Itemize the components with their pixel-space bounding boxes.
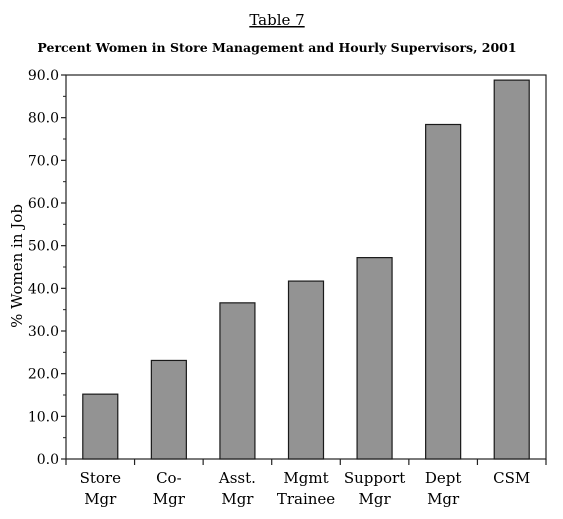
y-tick-label: 50.0 <box>28 239 59 255</box>
bar <box>150 359 187 460</box>
x-axis: Store Mgr Co- Mgr Asst. Mgr Mgmt Trainee Support… <box>65 459 547 508</box>
chart-title: Percent Women in Store Management and Ho… <box>37 40 516 55</box>
bar <box>493 79 530 460</box>
y-tick-label: 30.0 <box>28 324 59 340</box>
x-tick-label: Mgr <box>221 490 254 508</box>
y-tick-label: 20.0 <box>28 367 59 383</box>
y-tick-label: 80.0 <box>28 111 59 127</box>
x-tick-label: Co- <box>156 469 182 487</box>
y-tick-label: 60.0 <box>28 196 59 212</box>
x-tick-label: Store <box>80 469 122 487</box>
bar <box>82 393 119 460</box>
bar <box>425 123 462 460</box>
x-tick-label: Dept <box>425 469 462 487</box>
y-tick-label: 70.0 <box>28 153 59 169</box>
y-axis-label: % Women in Job <box>8 204 26 328</box>
y-tick-label: 0.0 <box>37 452 59 468</box>
y-tick-label: 40.0 <box>28 281 59 297</box>
bar <box>356 257 393 460</box>
x-tick-label: CSM <box>493 469 530 487</box>
x-tick-label: Mgr <box>359 490 392 508</box>
y-axis: 0.0 10.0 20.0 30.0 40.0 50.0 60.0 70.0 80.0 90.0 <box>28 68 66 468</box>
x-tick-label: Support <box>344 469 405 487</box>
table-caption: Table 7 <box>249 11 304 29</box>
x-tick-label: Mgr <box>84 490 117 508</box>
bar <box>219 302 256 460</box>
bars <box>82 79 530 460</box>
x-tick-label: Asst. <box>218 469 256 487</box>
x-tick-label: Mgr <box>153 490 186 508</box>
y-tick-label: 90.0 <box>28 68 59 84</box>
x-tick-label: Trainee <box>277 490 335 508</box>
y-tick-label: 10.0 <box>28 409 59 425</box>
x-tick-label: Mgr <box>427 490 460 508</box>
x-tick-label: Mgmt <box>283 469 328 487</box>
bar <box>287 280 325 460</box>
